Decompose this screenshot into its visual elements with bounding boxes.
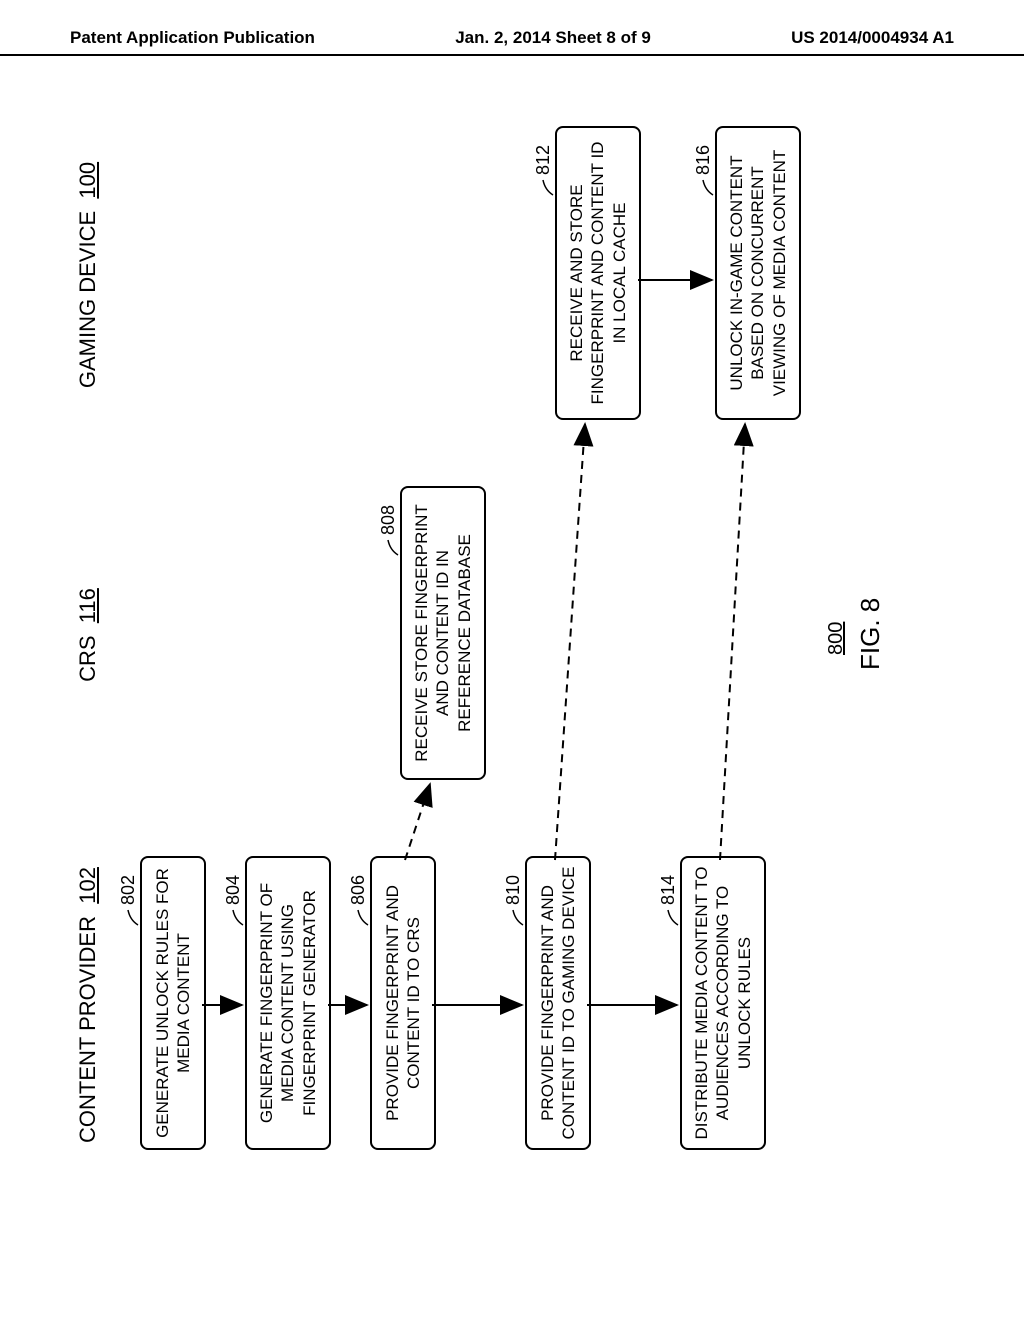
box-810-text: PROVIDE FINGERPRINT AND CONTENT ID TO GA… [537,866,580,1140]
leader-816 [703,180,713,195]
leader-810 [513,910,523,925]
col-provider-label: CONTENT PROVIDER [75,916,100,1143]
box-806-text: PROVIDE FINGERPRINT AND CONTENT ID TO CR… [382,866,425,1140]
col-device-num: 100 [75,162,100,199]
header-right: US 2014/0004934 A1 [791,28,954,48]
box-814-text: DISTRIBUTE MEDIA CONTENT TO AUDIENCES AC… [691,866,755,1140]
arrow-814-816 [720,424,745,860]
leader-812 [543,180,553,195]
diagram-inner: CONTENT PROVIDER 102 CRS 116 GAMING DEVI… [70,110,954,1210]
col-crs-num: 116 [75,588,100,623]
box-812-text: RECEIVE AND STORE FINGERPRINT AND CONTEN… [566,136,630,410]
ref-806: 806 [348,875,369,905]
box-810: PROVIDE FINGERPRINT AND CONTENT ID TO GA… [525,856,591,1150]
box-808: RECEIVE STORE FINGERPRINT AND CONTENT ID… [400,486,486,780]
ref-812: 812 [533,145,554,175]
box-804: GENERATE FINGERPRINT OF MEDIA CONTENT US… [245,856,331,1150]
box-802-text: GENERATE UNLOCK RULES FOR MEDIA CONTENT [152,866,195,1140]
header-center: Jan. 2, 2014 Sheet 8 of 9 [455,28,651,48]
leader-814 [668,910,678,925]
ref-816: 816 [693,145,714,175]
header-left: Patent Application Publication [70,28,315,48]
col-header-provider: CONTENT PROVIDER 102 [75,860,101,1150]
box-812: RECEIVE AND STORE FINGERPRINT AND CONTEN… [555,126,641,420]
figure-label: FIG. 8 [855,598,886,670]
col-header-device: GAMING DEVICE 100 [75,130,101,420]
ref-810: 810 [503,875,524,905]
figure-num: 800 [825,622,848,655]
col-header-crs: CRS 116 [75,490,101,780]
box-816-text: UNLOCK IN-GAME CONTENT BASED ON CONCURRE… [726,136,790,410]
box-804-text: GENERATE FINGERPRINT OF MEDIA CONTENT US… [256,866,320,1140]
col-provider-num: 102 [75,867,100,904]
page-header: Patent Application Publication Jan. 2, 2… [0,0,1024,56]
arrow-810-812 [555,424,585,860]
ref-804: 804 [223,875,244,905]
box-802: GENERATE UNLOCK RULES FOR MEDIA CONTENT [140,856,206,1150]
ref-808: 808 [378,505,399,535]
box-808-text: RECEIVE STORE FINGERPRINT AND CONTENT ID… [411,496,475,770]
col-crs-label: CRS [75,635,100,681]
leader-804 [233,910,243,925]
box-814: DISTRIBUTE MEDIA CONTENT TO AUDIENCES AC… [680,856,766,1150]
leader-802 [128,910,138,925]
ref-814: 814 [658,875,679,905]
col-device-label: GAMING DEVICE [75,211,100,388]
box-806: PROVIDE FINGERPRINT AND CONTENT ID TO CR… [370,856,436,1150]
ref-802: 802 [118,875,139,905]
diagram-rotated: CONTENT PROVIDER 102 CRS 116 GAMING DEVI… [0,218,1024,1102]
arrow-806-808 [405,784,430,860]
leader-808 [388,540,398,555]
box-816: UNLOCK IN-GAME CONTENT BASED ON CONCURRE… [715,126,801,420]
leader-806 [358,910,368,925]
